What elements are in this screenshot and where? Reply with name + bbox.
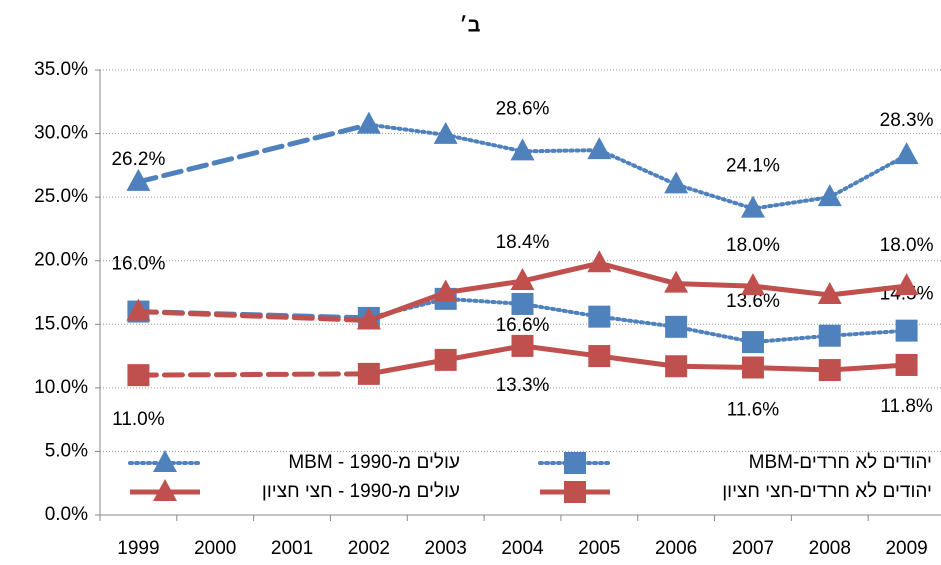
marker: [511, 334, 534, 357]
marker: [740, 273, 765, 296]
marker: [510, 268, 535, 291]
marker: [665, 315, 688, 338]
data-label: 28.6%: [496, 98, 550, 119]
x-tick-label: 2002: [348, 538, 390, 559]
x-tick-label: 2007: [732, 538, 774, 559]
series-line: [368, 260, 907, 323]
y-tick-label: 10.0%: [34, 377, 88, 398]
marker: [664, 270, 689, 293]
marker: [357, 362, 380, 385]
legend-label: יהודים לא חרדים-MBM: [749, 452, 932, 473]
data-label: 28.3%: [880, 110, 934, 131]
legend-label: יהודים לא חרדים-חצי חציון: [722, 481, 932, 502]
series-line: [366, 296, 909, 345]
y-tick-label: 0.0%: [45, 504, 88, 525]
marker: [894, 142, 919, 165]
marker: [665, 355, 688, 378]
series: [126, 250, 919, 330]
series: [127, 334, 918, 387]
marker: [433, 279, 458, 302]
marker: [511, 292, 534, 315]
marker: [895, 319, 918, 342]
marker: [587, 250, 612, 273]
marker: [356, 111, 381, 134]
marker: [564, 452, 586, 474]
x-tick-label: 1999: [117, 538, 159, 559]
x-tick-label: 2001: [271, 538, 313, 559]
gap-connector: [135, 371, 372, 378]
y-tick-label: 20.0%: [34, 250, 88, 271]
data-label: 24.1%: [726, 156, 780, 177]
x-tick-label: 2003: [425, 538, 467, 559]
data-label: 18.0%: [880, 235, 934, 256]
y-tick-label: 25.0%: [34, 186, 88, 207]
marker: [356, 307, 381, 330]
marker: [126, 168, 151, 191]
marker: [894, 273, 919, 296]
legend-label: עולים מ-1990 - חצי חציון: [262, 481, 460, 502]
series: [126, 111, 919, 218]
data-label: 13.6%: [726, 291, 780, 312]
marker: [434, 348, 457, 371]
marker: [127, 364, 150, 387]
gap-connector: [135, 122, 372, 185]
marker: [588, 345, 611, 368]
data-label: 11.8%: [880, 396, 933, 417]
data-label: 18.4%: [496, 232, 550, 253]
marker: [741, 356, 764, 379]
y-tick-label: 30.0%: [34, 123, 88, 144]
x-tick-label: 2008: [809, 538, 851, 559]
marker: [587, 137, 612, 160]
marker: [818, 324, 841, 347]
marker: [433, 121, 458, 144]
x-tick-label: 2004: [501, 538, 544, 559]
marker: [817, 184, 842, 207]
x-tick-label: 2005: [578, 538, 620, 559]
marker: [895, 353, 918, 376]
x-tick-label: 2006: [655, 538, 697, 559]
marker: [818, 359, 841, 382]
data-label: 16.6%: [496, 315, 550, 336]
series-line: [366, 122, 909, 211]
data-label: 16.0%: [111, 254, 165, 275]
marker: [740, 195, 765, 218]
marker: [817, 282, 842, 305]
marker: [126, 298, 151, 321]
y-tick-label: 35.0%: [34, 59, 88, 80]
marker: [741, 331, 764, 354]
chart-title: ב׳: [460, 14, 481, 36]
x-tick-label: 2000: [194, 538, 236, 559]
marker: [153, 450, 177, 472]
marker: [510, 138, 535, 161]
y-tick-label: 5.0%: [45, 440, 88, 461]
data-label: 11.6%: [727, 400, 780, 421]
marker: [153, 479, 177, 501]
series-line: [368, 343, 907, 377]
y-tick-label: 15.0%: [34, 313, 88, 334]
gap-connector: [135, 309, 372, 323]
marker: [564, 481, 586, 503]
marker: [664, 171, 689, 194]
data-label: 13.3%: [496, 375, 550, 396]
data-label: 11.0%: [112, 409, 165, 430]
legend-label: עולים מ-1990 - MBM: [288, 452, 460, 473]
x-tick-label: 2009: [885, 538, 927, 559]
data-label: 26.2%: [111, 149, 165, 170]
marker: [588, 305, 611, 328]
data-label: 18.0%: [726, 235, 780, 256]
